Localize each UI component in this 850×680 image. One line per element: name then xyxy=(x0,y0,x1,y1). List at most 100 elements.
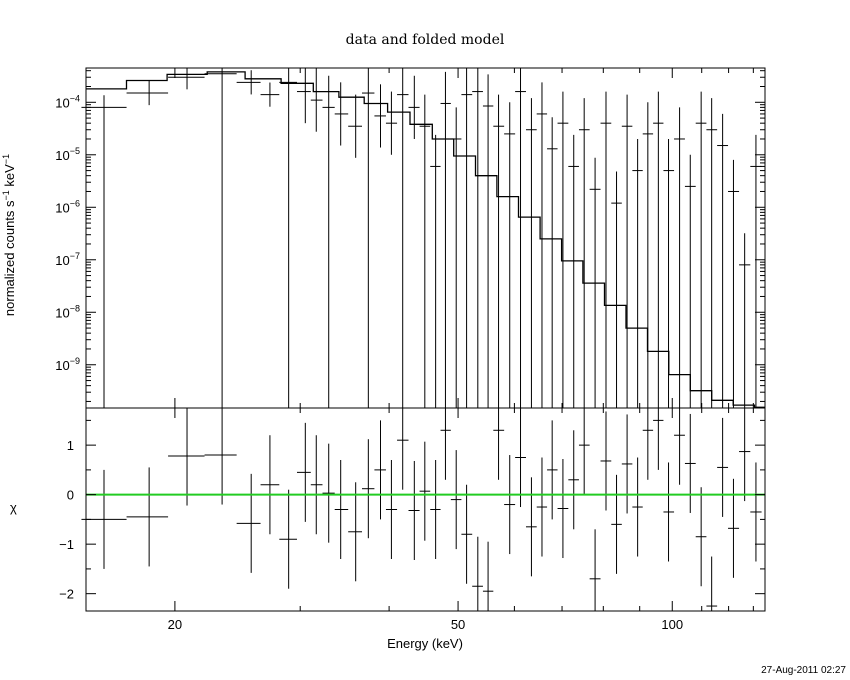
x-tick-label: 20 xyxy=(168,617,182,632)
residual-point xyxy=(568,430,579,530)
top-panel-marks xyxy=(81,68,765,408)
x-axis-label: Energy (keV) xyxy=(387,636,463,651)
top-y-tick-label: 10−4 xyxy=(55,93,80,110)
residual-point xyxy=(504,455,516,555)
residual-point xyxy=(461,484,473,584)
bottom-y-tick-label: −1 xyxy=(59,537,74,552)
data-point xyxy=(440,71,451,408)
data-point xyxy=(450,107,462,408)
tick-exponent: −4 xyxy=(70,93,80,103)
data-point xyxy=(348,94,363,158)
bottom-panel: 1 0 −1 −2 χ xyxy=(10,407,766,612)
bottom-panel-ticks: 1 0 −1 −2 xyxy=(59,419,765,602)
top-y-tick-label: 10−6 xyxy=(55,198,80,215)
data-point xyxy=(663,138,675,408)
residual-point xyxy=(322,443,335,543)
data-point xyxy=(717,113,729,408)
residual-point xyxy=(168,408,205,506)
residual-point xyxy=(362,439,375,539)
residual-point xyxy=(515,408,526,508)
residual-point xyxy=(296,422,311,522)
residual-point xyxy=(334,459,349,560)
data-point xyxy=(204,68,237,408)
tick-mantissa: 10 xyxy=(55,305,69,320)
tick-exponent: −8 xyxy=(70,303,80,313)
residual-point xyxy=(279,489,297,589)
residual-point xyxy=(695,487,707,587)
residual-point xyxy=(642,408,654,480)
data-point xyxy=(568,134,579,408)
data-point xyxy=(310,68,323,132)
bottom-y-tick-label: 1 xyxy=(67,438,74,453)
data-point xyxy=(642,102,654,408)
chart-title: data and folded model xyxy=(346,32,505,48)
ylabel-sup-1: −1 xyxy=(1,190,11,200)
bottom-panel-frame xyxy=(85,407,766,612)
residual-point xyxy=(717,417,729,517)
data-point xyxy=(695,91,707,408)
residual-point xyxy=(236,473,261,573)
data-point xyxy=(706,98,718,408)
top-panel: 10−410−510−610−710−810−9 normalized coun… xyxy=(1,67,766,409)
data-point xyxy=(739,233,751,408)
residual-point xyxy=(611,474,622,574)
residual-point xyxy=(589,529,601,611)
residual-point xyxy=(126,467,169,567)
tick-mantissa: 10 xyxy=(55,253,69,268)
residual-point xyxy=(653,408,664,470)
data-point xyxy=(750,134,762,408)
ylabel-sup-2: −1 xyxy=(1,154,11,164)
tick-exponent: −7 xyxy=(70,251,80,261)
data-point xyxy=(385,91,398,155)
residual-point xyxy=(663,462,675,562)
timestamp: 27-Aug-2011 02:27 xyxy=(761,665,846,676)
data-point xyxy=(684,154,696,408)
residual-point xyxy=(493,408,505,480)
residual-point xyxy=(621,414,633,514)
data-point xyxy=(547,117,558,408)
residual-point xyxy=(684,413,696,513)
data-point xyxy=(362,68,375,408)
ylabel-mid: keV xyxy=(2,164,17,190)
tick-mantissa: 10 xyxy=(55,148,69,163)
tick-mantissa: 10 xyxy=(55,200,69,215)
residual-point xyxy=(472,536,483,611)
data-point xyxy=(578,98,590,408)
x-tick-label: 50 xyxy=(451,617,465,632)
data-point xyxy=(168,68,205,90)
top-y-tick-label: 10−5 xyxy=(55,146,80,163)
residual-point xyxy=(557,458,569,559)
top-y-tick-label: 10−8 xyxy=(55,303,80,320)
residual-point xyxy=(430,459,441,560)
top-y-tick-label: 10−9 xyxy=(55,356,80,373)
residual-point xyxy=(674,408,685,485)
top-y-tick-label: 10−7 xyxy=(55,251,80,268)
residual-point xyxy=(739,408,751,502)
data-point xyxy=(600,91,612,408)
tick-exponent: −9 xyxy=(70,356,80,366)
data-point xyxy=(334,82,349,146)
data-point xyxy=(260,82,280,107)
data-point xyxy=(515,68,526,408)
x-tick-label: 100 xyxy=(661,617,683,632)
bottom-y-tick-label: 0 xyxy=(67,488,74,503)
tick-exponent: −6 xyxy=(70,198,80,208)
residual-point xyxy=(525,477,537,577)
residual-point xyxy=(482,541,494,611)
data-point xyxy=(728,159,740,408)
data-point xyxy=(525,98,537,408)
data-point xyxy=(296,68,311,124)
bottom-y-tick-label: −2 xyxy=(59,587,74,602)
tick-exponent: −5 xyxy=(70,146,80,156)
residual-point xyxy=(419,441,431,541)
residual-point xyxy=(750,462,762,562)
residual-point xyxy=(578,408,590,495)
residual-point xyxy=(440,408,451,480)
residual-point xyxy=(397,408,409,490)
data-point xyxy=(589,157,601,408)
ylabel-main: normalized counts s xyxy=(2,200,17,316)
x-axis-ticks: 20 50 100 xyxy=(168,68,754,632)
bottom-panel-marks xyxy=(81,408,765,611)
residual-point xyxy=(632,457,643,557)
top-panel-ticks: 10−410−510−610−710−810−9 xyxy=(55,70,765,402)
